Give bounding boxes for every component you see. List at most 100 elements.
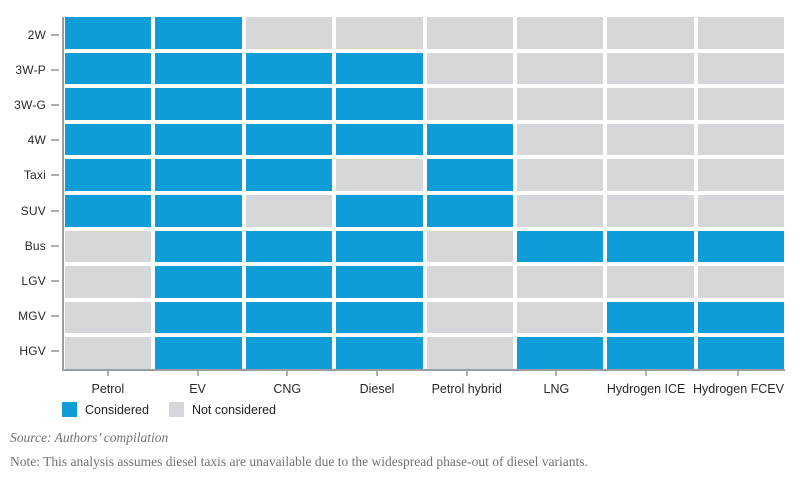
cell-suv-ev (155, 195, 242, 227)
cell-4w-petrol (65, 123, 152, 156)
cell-suv-hydrogen-fcev (697, 195, 784, 227)
x-axis-item-petrol-hybrid: Petrol hybrid (424, 371, 510, 396)
cell-bus-diesel (336, 230, 423, 263)
x-axis-label-diesel: Diesel (359, 382, 395, 396)
x-tick-cng (286, 371, 289, 376)
cell-bus-cng (245, 230, 333, 263)
cell-lgv-cng (245, 266, 333, 298)
x-axis-item-ev: EV (155, 371, 241, 396)
x-axis-label-cng: CNG (273, 382, 302, 396)
legend: Considered Not considered (62, 402, 276, 417)
cell-2w-petrol-hybrid (426, 17, 513, 49)
cell-suv-hydrogen-ice (607, 195, 694, 227)
cell-mgv-hydrogen-ice (607, 301, 694, 334)
cell-3w-g-hydrogen-fcev (697, 88, 784, 120)
cell-bus-petrol-hybrid (426, 230, 513, 263)
source-text: Source: Authors’ compilation (10, 430, 169, 445)
y-axis-label-3w-g: 3W-G (14, 97, 46, 112)
cell-suv-diesel (336, 195, 423, 227)
cell-4w-ev (155, 123, 242, 156)
x-axis-item-lng: LNG (514, 371, 600, 396)
cell-taxi-ev (155, 159, 242, 191)
cell-3w-g-petrol (65, 88, 152, 120)
cell-suv-petrol-hybrid (426, 195, 513, 227)
x-tick-diesel (375, 371, 378, 376)
legend-swatch-not-considered (168, 402, 184, 417)
x-axis-label-hydrogen-ice: Hydrogen ICE (606, 382, 686, 396)
y-tick-bus (51, 228, 60, 263)
x-tick-petrol (106, 371, 109, 376)
x-tick-petrol-hybrid (465, 371, 468, 376)
legend-item-considered: Considered (62, 402, 149, 417)
cell-3w-p-hydrogen-ice (607, 52, 694, 85)
legend-label-considered: Considered (85, 402, 149, 417)
cell-2w-hydrogen-fcev (697, 17, 784, 49)
y-axis-label-2w: 2W (27, 27, 46, 42)
y-tick-2w (51, 17, 60, 52)
x-axis-line (62, 369, 785, 371)
cell-hgv-hydrogen-ice (607, 337, 694, 369)
cell-3w-g-cng (245, 88, 333, 120)
y-axis-labels: 2W 3W-P 3W-G 4W Taxi SUV Bus LGV MGV HGV (0, 17, 46, 369)
cell-3w-p-petrol-hybrid (426, 52, 513, 85)
cell-taxi-lng (516, 159, 604, 191)
cell-bus-hydrogen-fcev (697, 230, 784, 263)
cell-mgv-petrol (65, 301, 152, 334)
cell-bus-ev (155, 230, 242, 263)
cell-3w-p-diesel (336, 52, 423, 85)
cell-3w-p-petrol (65, 52, 152, 85)
cell-2w-cng (245, 17, 333, 49)
y-tick-taxi (51, 158, 60, 193)
x-tick-hydrogen-ice (645, 371, 648, 376)
cell-lgv-hydrogen-ice (607, 266, 694, 298)
x-axis-label-hydrogen-fcev: Hydrogen FCEV (692, 382, 784, 396)
x-axis-label-lng: LNG (543, 382, 570, 396)
cell-4w-petrol-hybrid (426, 123, 513, 156)
cell-mgv-lng (516, 301, 604, 334)
cell-hgv-hydrogen-fcev (697, 337, 784, 369)
cell-3w-g-lng (516, 88, 604, 120)
x-axis-item-hydrogen-ice: Hydrogen ICE (603, 371, 689, 396)
cell-3w-p-lng (516, 52, 604, 85)
x-axis-item-cng: CNG (244, 371, 330, 396)
cell-mgv-hydrogen-fcev (697, 301, 784, 334)
cell-taxi-cng (245, 159, 333, 191)
cell-3w-g-ev (155, 88, 242, 120)
cell-hgv-lng (516, 337, 604, 369)
x-axis-label-ev: EV (189, 382, 206, 396)
heatmap-grid (65, 17, 784, 369)
y-axis-label-lgv: LGV (21, 273, 46, 288)
y-axis-label-hgv: HGV (19, 344, 46, 359)
cell-suv-cng (245, 195, 333, 227)
y-tick-hgv (51, 334, 60, 369)
y-axis-line (62, 17, 64, 371)
legend-label-not-considered: Not considered (191, 402, 277, 417)
x-axis-item-diesel: Diesel (334, 371, 420, 396)
cell-taxi-hydrogen-fcev (697, 159, 784, 191)
x-axis-labels: Petrol EV CNG Diesel Petrol hybrid LNG Hydroge… (65, 371, 784, 396)
cell-2w-lng (516, 17, 604, 49)
cell-3w-g-hydrogen-ice (607, 88, 694, 120)
y-tick-3w-p (51, 52, 60, 87)
cell-3w-p-cng (245, 52, 333, 85)
cell-suv-lng (516, 195, 604, 227)
y-tick-4w (51, 123, 60, 158)
cell-mgv-diesel (336, 301, 423, 334)
y-axis-label-taxi: Taxi (23, 168, 46, 183)
y-tick-3w-g (51, 87, 60, 122)
y-axis-label-suv: SUV (20, 203, 46, 218)
cell-mgv-petrol-hybrid (426, 301, 513, 334)
cell-suv-petrol (65, 195, 152, 227)
cell-taxi-petrol (65, 159, 152, 191)
cell-4w-cng (245, 123, 333, 156)
x-axis-item-petrol: Petrol (65, 371, 151, 396)
cell-bus-petrol (65, 230, 152, 263)
cell-lgv-ev (155, 266, 242, 298)
cell-hgv-petrol-hybrid (426, 337, 513, 369)
cell-4w-lng (516, 123, 604, 156)
y-tick-suv (51, 193, 60, 228)
cell-3w-g-diesel (336, 88, 423, 120)
cell-bus-hydrogen-ice (607, 230, 694, 263)
y-axis-label-mgv: MGV (18, 309, 46, 324)
